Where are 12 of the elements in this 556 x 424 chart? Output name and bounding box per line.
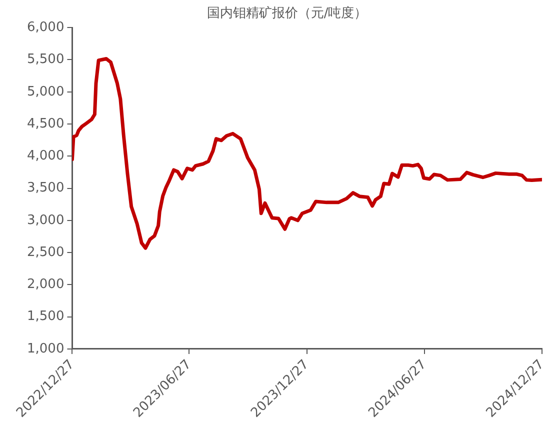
y-tick-label: 5,000 xyxy=(27,84,64,100)
chart-title: 国内钼精矿报价（元/吨度） xyxy=(206,5,368,22)
y-tick-label: 3,000 xyxy=(27,212,64,228)
y-tick-label: 4,000 xyxy=(27,148,64,164)
y-tick-label: 1,500 xyxy=(27,309,64,324)
y-tick-label: 4,500 xyxy=(27,116,64,132)
y-tick-label: 5,500 xyxy=(27,52,64,68)
y-tick-label: 1,000 xyxy=(27,341,64,356)
y-tick-label: 2,500 xyxy=(27,244,64,260)
y-tick-label: 3,500 xyxy=(27,180,64,196)
y-tick-label: 2,000 xyxy=(27,277,64,292)
y-tick-label: 6,000 xyxy=(27,20,64,35)
